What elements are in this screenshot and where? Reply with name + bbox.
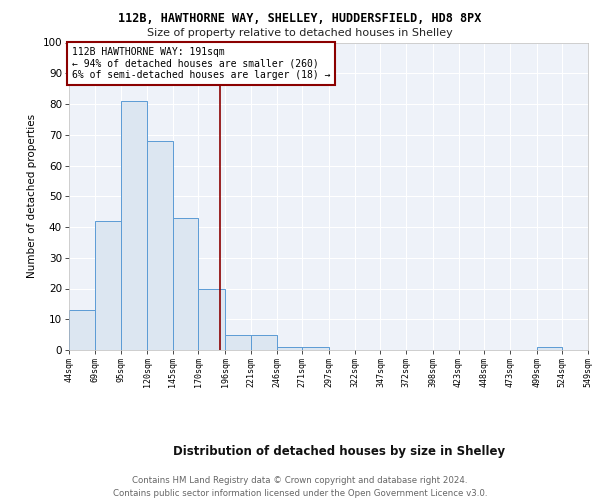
Text: Contains HM Land Registry data © Crown copyright and database right 2024.
Contai: Contains HM Land Registry data © Crown c…	[113, 476, 487, 498]
Bar	[95, 221, 121, 350]
Text: 112B, HAWTHORNE WAY, SHELLEY, HUDDERSFIELD, HD8 8PX: 112B, HAWTHORNE WAY, SHELLEY, HUDDERSFIE…	[118, 12, 482, 26]
Bar	[302, 347, 329, 350]
Bar	[147, 141, 173, 350]
Bar	[225, 334, 251, 350]
Text: Distribution of detached houses by size in Shelley: Distribution of detached houses by size …	[173, 444, 505, 458]
Y-axis label: Number of detached properties: Number of detached properties	[27, 114, 37, 278]
Bar	[251, 334, 277, 350]
Text: Size of property relative to detached houses in Shelley: Size of property relative to detached ho…	[147, 28, 453, 38]
Bar	[69, 310, 95, 350]
Bar	[277, 347, 302, 350]
Bar	[199, 288, 225, 350]
Bar	[536, 347, 562, 350]
Bar	[121, 101, 147, 350]
Bar	[173, 218, 199, 350]
Text: 112B HAWTHORNE WAY: 191sqm
← 94% of detached houses are smaller (260)
6% of semi: 112B HAWTHORNE WAY: 191sqm ← 94% of deta…	[71, 47, 330, 80]
